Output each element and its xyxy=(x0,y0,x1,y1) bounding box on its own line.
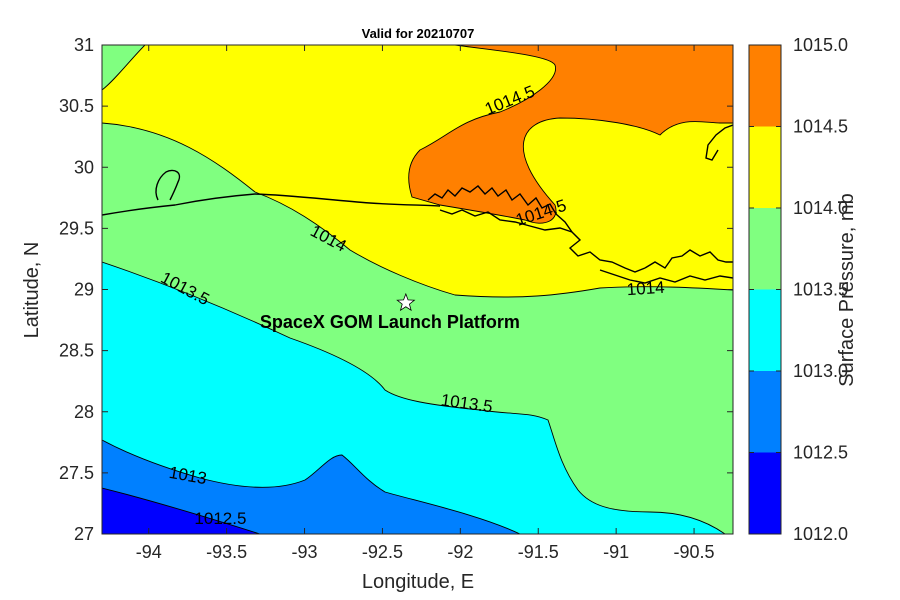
coastline xyxy=(102,124,733,284)
contour-fill xyxy=(102,45,733,534)
colorbar-tick-label: 1015.0 xyxy=(793,35,848,55)
colorbar-band xyxy=(749,371,781,453)
colorbar-tick-label: 1013.0 xyxy=(793,361,848,381)
colorbar-band xyxy=(749,45,781,127)
colorbar-frame xyxy=(748,44,782,535)
y-tick-label: 27 xyxy=(74,524,94,544)
contour-line-1014.5-north xyxy=(408,45,733,224)
contour-line-1014 xyxy=(102,122,733,298)
x-tick-label: -92.5 xyxy=(362,542,403,562)
colorbar-band xyxy=(749,126,781,208)
fill-band-1012.5-1013 xyxy=(102,440,520,534)
x-tick-label: -91 xyxy=(603,542,629,562)
coastline-marsh-1 xyxy=(427,185,557,215)
colorbar-band xyxy=(749,208,781,290)
x-tick-label: -93 xyxy=(292,542,318,562)
axis-ticks: -94 -93.5 -93 -92.5 -92 -91.5 -91 -90.5 27 27.5 28… xyxy=(59,35,733,562)
colorbar: 1012.0 1012.5 1013.0 1013.5 1014.0 1014.5 1015… xyxy=(749,35,848,544)
x-tick-label: -90.5 xyxy=(674,542,715,562)
marker-layer: SpaceX GOM Launch Platform xyxy=(260,292,520,332)
contour-line-1014-nw xyxy=(102,45,146,91)
y-tick-label: 28 xyxy=(74,402,94,422)
contour-label: 1014 xyxy=(626,278,665,300)
y-tick-label: 28.5 xyxy=(59,341,94,361)
colorbar-band xyxy=(749,452,781,534)
coastline-marsh-2 xyxy=(439,209,573,233)
coastline-delta-east xyxy=(644,249,733,269)
x-tick-label: -94 xyxy=(136,542,162,562)
colorbar-tick-label: 1014.5 xyxy=(793,117,848,137)
coastline-calcasieu-lake xyxy=(155,169,181,201)
colorbar-tick-label: 1014.0 xyxy=(793,198,848,218)
x-axis-label: Longitude, E xyxy=(362,571,474,593)
y-tick-label: 29.5 xyxy=(59,218,94,238)
launch-platform-star-icon xyxy=(396,292,416,312)
fill-band-1013-1013.5 xyxy=(102,262,725,534)
y-tick-label: 31 xyxy=(74,35,94,55)
y-tick-label: 27.5 xyxy=(59,463,94,483)
fill-band-1014.5-1015-north xyxy=(408,45,733,224)
coastline-pontchartrain xyxy=(705,124,733,161)
colorbar-band xyxy=(749,289,781,371)
y-axis-label: Latitude, N xyxy=(21,242,43,339)
contour-line-1012.5 xyxy=(102,487,261,534)
coastline-terrebonne xyxy=(599,269,733,284)
x-tick-label: -93.5 xyxy=(206,542,247,562)
colorbar-label: Surface Pressure, mb xyxy=(836,193,858,386)
colorbar-tick-label: 1012.0 xyxy=(793,524,848,544)
colorbar-tick-label: 1013.5 xyxy=(793,280,848,300)
fill-band-1012-1012.5 xyxy=(102,488,260,534)
x-tick-label: -91.5 xyxy=(518,542,559,562)
y-tick-label: 30.5 xyxy=(59,96,94,116)
contour-line-1013.5 xyxy=(102,261,726,534)
coastline-delta-west xyxy=(555,213,646,273)
contour-line-1013 xyxy=(102,439,521,534)
contour-lines xyxy=(102,45,733,534)
x-tick-label: -92 xyxy=(447,542,473,562)
contour-label: 1012.5 xyxy=(194,509,246,528)
coastline-main xyxy=(102,193,441,216)
y-tick-label: 29 xyxy=(74,280,94,300)
colorbar-tick-label: 1012.5 xyxy=(793,443,848,463)
chart-title: Valid for 20210707 xyxy=(362,26,475,41)
y-tick-label: 30 xyxy=(74,157,94,177)
launch-platform-label: SpaceX GOM Launch Platform xyxy=(260,312,520,332)
